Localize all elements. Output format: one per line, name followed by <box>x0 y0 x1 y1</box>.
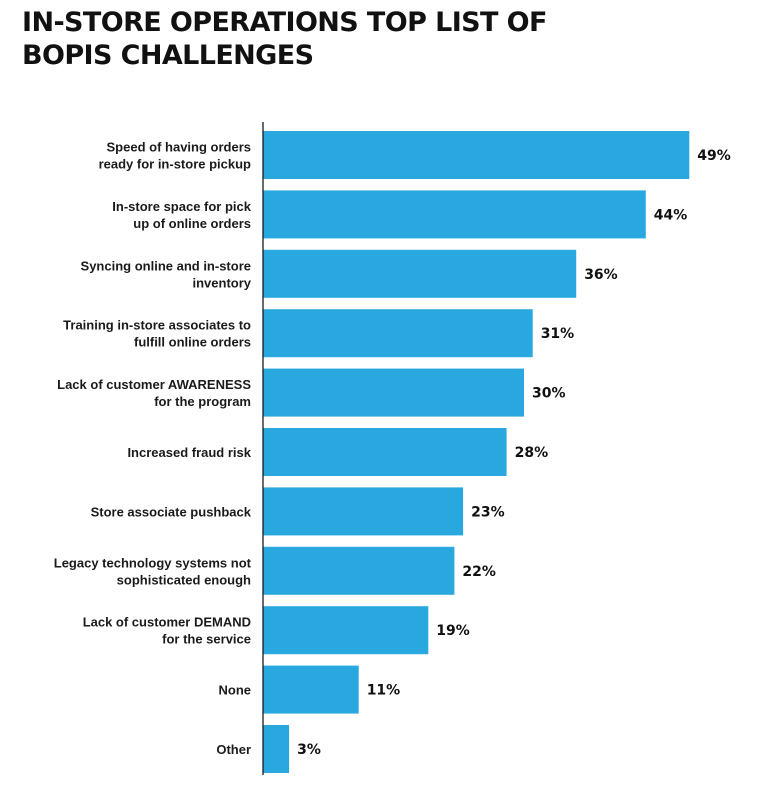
chart-title: IN-STORE OPERATIONS TOP LIST OF BOPIS CH… <box>22 6 547 72</box>
category-label: Lack of customer DEMAND for the service <box>83 615 251 647</box>
data-label: 28% <box>515 445 549 461</box>
data-label: 19% <box>436 623 470 639</box>
data-label: 36% <box>584 267 618 283</box>
category-label: Syncing online and in-store inventory <box>81 258 252 290</box>
data-label: 44% <box>654 207 688 223</box>
bar <box>263 725 290 773</box>
category-label: None <box>219 683 252 698</box>
category-label: Increased fraud risk <box>127 445 251 460</box>
bar <box>263 665 359 714</box>
bar <box>263 190 646 239</box>
category-label: Lack of customer AWARENESS for the progra… <box>57 377 251 409</box>
category-label: Training in-store associates to fulfill o… <box>63 318 251 350</box>
bar <box>263 428 507 476</box>
chart-title-line-1: IN-STORE OPERATIONS TOP LIST OF <box>22 7 547 38</box>
data-label: 49% <box>697 148 731 164</box>
chart-title-line-2: BOPIS CHALLENGES <box>22 40 314 71</box>
bar <box>263 546 455 595</box>
bar <box>263 309 533 358</box>
category-label: In-store space for pick up of online orde… <box>112 199 251 231</box>
bar <box>263 487 464 536</box>
data-label: 30% <box>532 386 566 402</box>
category-label: Other <box>216 742 251 757</box>
data-label: 22% <box>462 564 496 580</box>
data-label: 3% <box>297 742 321 758</box>
data-label: 23% <box>471 504 505 520</box>
data-label: 31% <box>541 326 575 342</box>
bar <box>263 606 429 655</box>
bar <box>263 249 577 298</box>
bar <box>263 131 690 179</box>
bar <box>263 368 524 417</box>
category-label: Store associate pushback <box>91 504 252 519</box>
category-label: Legacy technology systems not sophisticat… <box>54 555 252 587</box>
data-label: 11% <box>367 683 401 699</box>
category-label: Speed of having orders ready for in-store… <box>99 140 251 172</box>
